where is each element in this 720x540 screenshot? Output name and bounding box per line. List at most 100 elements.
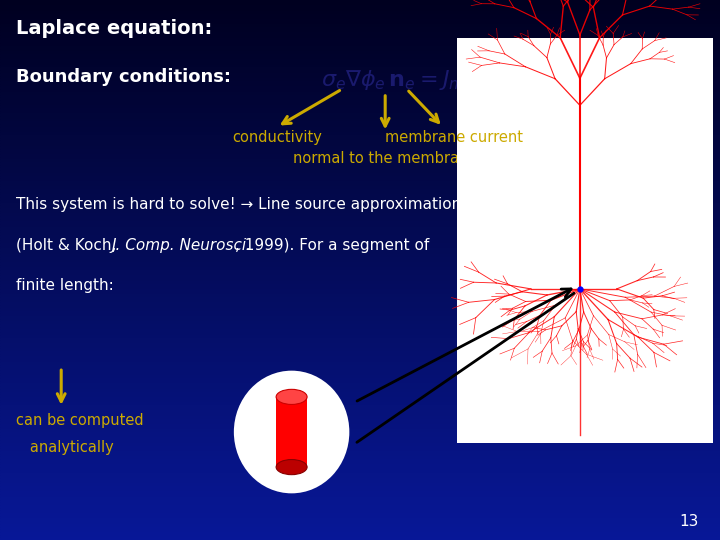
Bar	[0, 248, 720, 251]
Bar	[0, 159, 720, 162]
Bar	[0, 32, 720, 35]
Bar	[0, 256, 720, 259]
Bar	[0, 0, 720, 3]
Bar	[0, 362, 720, 364]
Bar	[0, 273, 720, 275]
Bar	[0, 113, 720, 116]
Bar	[0, 5, 720, 8]
Bar	[0, 105, 720, 108]
Bar	[0, 116, 720, 119]
Bar	[0, 3, 720, 5]
Bar	[0, 513, 720, 516]
Text: , 1999). For a segment of: , 1999). For a segment of	[235, 238, 430, 253]
Bar	[0, 154, 720, 157]
Bar	[0, 19, 720, 22]
Bar	[0, 483, 720, 486]
Bar	[0, 92, 720, 94]
Bar	[0, 181, 720, 184]
Bar	[0, 8, 720, 11]
Bar	[0, 367, 720, 370]
Bar	[0, 65, 720, 68]
Bar	[0, 262, 720, 265]
Bar	[0, 62, 720, 65]
Bar	[0, 49, 720, 51]
Bar	[0, 375, 720, 378]
Bar	[0, 51, 720, 54]
Bar	[0, 497, 720, 500]
Bar	[0, 189, 720, 192]
Bar	[0, 108, 720, 111]
Bar	[457, 38, 713, 443]
Bar	[0, 294, 720, 297]
Bar	[0, 524, 720, 526]
Bar	[0, 11, 720, 14]
Bar	[0, 78, 720, 81]
Bar	[0, 443, 720, 445]
Bar	[0, 364, 720, 367]
Bar	[0, 130, 720, 132]
Text: (Holt & Koch,: (Holt & Koch,	[16, 238, 121, 253]
Bar	[0, 224, 720, 227]
Bar	[0, 59, 720, 62]
Bar	[0, 440, 720, 443]
Bar	[0, 494, 720, 497]
Text: 13: 13	[679, 514, 698, 529]
Bar	[0, 240, 720, 243]
Bar	[0, 491, 720, 494]
Bar	[0, 184, 720, 186]
Bar	[0, 232, 720, 235]
Bar	[0, 157, 720, 159]
Bar	[0, 89, 720, 92]
Text: conductivity: conductivity	[233, 130, 322, 145]
Bar	[0, 446, 720, 448]
Bar	[0, 173, 720, 176]
Bar	[0, 219, 720, 221]
Bar	[0, 54, 720, 57]
Bar	[0, 197, 720, 200]
Bar	[0, 167, 720, 170]
Bar	[0, 140, 720, 143]
Ellipse shape	[276, 460, 307, 475]
Bar	[0, 178, 720, 181]
Text: J. Comp. Neurosci.: J. Comp. Neurosci.	[112, 238, 251, 253]
Text: analytically: analytically	[16, 440, 114, 455]
Bar	[0, 300, 720, 302]
Bar	[0, 162, 720, 165]
Bar	[0, 70, 720, 73]
Bar	[0, 532, 720, 535]
Text: finite length:: finite length:	[16, 278, 114, 293]
Text: This system is hard to solve! → Line source approximation: This system is hard to solve! → Line sou…	[16, 197, 461, 212]
Bar	[0, 281, 720, 284]
Bar	[0, 24, 720, 27]
Text: Laplace equation:: Laplace equation:	[16, 19, 212, 38]
Bar	[0, 316, 720, 319]
Bar	[0, 346, 720, 348]
Bar	[0, 319, 720, 321]
Bar	[0, 43, 720, 46]
Bar	[0, 213, 720, 216]
Bar	[0, 459, 720, 462]
Bar	[0, 94, 720, 97]
Bar	[0, 275, 720, 278]
Bar	[0, 383, 720, 386]
Bar	[0, 481, 720, 483]
Bar	[0, 335, 720, 338]
Bar	[0, 192, 720, 194]
Bar	[0, 340, 720, 343]
Bar	[0, 146, 720, 148]
Bar	[0, 38, 720, 40]
Bar	[0, 135, 720, 138]
Bar	[0, 27, 720, 30]
Bar	[0, 170, 720, 173]
Bar	[0, 432, 720, 435]
Bar	[0, 186, 720, 189]
Bar	[0, 297, 720, 300]
Bar	[0, 416, 720, 418]
Bar	[0, 100, 720, 103]
Bar	[0, 97, 720, 100]
Bar	[0, 521, 720, 524]
Bar	[0, 81, 720, 84]
Bar	[0, 284, 720, 286]
Bar	[0, 227, 720, 229]
Bar	[0, 370, 720, 373]
